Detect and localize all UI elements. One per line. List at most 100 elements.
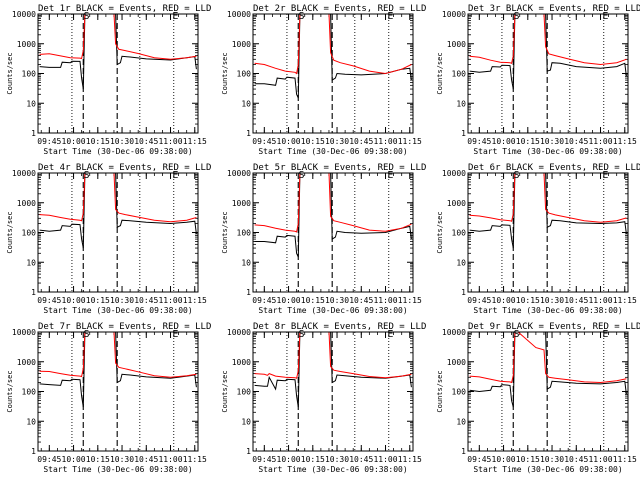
y-tick-label: 10000	[227, 10, 251, 19]
x-tick-label: 10:45	[564, 296, 588, 305]
marker-s: S	[83, 329, 89, 340]
x-tick-label: 11:15	[398, 455, 422, 464]
y-tick-label: 10	[26, 417, 36, 426]
marker-s: S	[83, 11, 89, 22]
y-axis-label: Counts/sec	[6, 52, 14, 94]
x-tick-label: 09:45	[467, 296, 491, 305]
y-tick-label: 1	[246, 288, 251, 297]
events-series-line	[469, 173, 627, 249]
panel-title: Det 1r BLACK = Events, RED = LLD	[38, 4, 211, 14]
x-tick-label: 11:15	[183, 296, 207, 305]
x-tick-label: 11:00	[158, 455, 182, 464]
y-tick-label: 1	[246, 447, 251, 456]
y-tick-label: 100	[237, 70, 252, 79]
y-tick-label: 10	[456, 417, 466, 426]
x-tick-label: 10:45	[134, 455, 158, 464]
y-tick-label: 1	[461, 447, 466, 456]
y-tick-label: 1000	[232, 358, 251, 367]
plot-frame	[252, 331, 414, 452]
plot-frame	[467, 13, 629, 134]
x-tick-label: 11:00	[158, 137, 182, 146]
x-tick-label: 10:45	[134, 137, 158, 146]
x-tick-label: 10:30	[325, 455, 349, 464]
events-series-line	[469, 14, 627, 90]
x-tick-label: 11:00	[373, 455, 397, 464]
x-tick-label: 11:00	[373, 137, 397, 146]
marker-e: E	[172, 329, 178, 340]
y-tick-label: 10000	[12, 10, 36, 19]
panel-title: Det 8r BLACK = Events, RED = LLD	[253, 322, 426, 332]
x-tick-label: 11:15	[398, 296, 422, 305]
panel-det-2: Det 2r BLACK = Events, RED = LLD 1 10 100 10…	[221, 4, 426, 156]
panel-det-8: Det 8r BLACK = Events, RED = LLD 1 10 100 10…	[221, 322, 426, 474]
marker-e: E	[602, 170, 608, 181]
marker-e: E	[172, 170, 178, 181]
x-tick-label: 09:45	[37, 296, 61, 305]
events-series-line	[39, 332, 197, 408]
x-tick-label: 11:00	[373, 296, 397, 305]
y-tick-label: 1	[461, 288, 466, 297]
marker-e: E	[387, 11, 393, 22]
plot-frame	[252, 172, 414, 293]
marker-s: S	[298, 11, 304, 22]
x-tick-label: 10:00	[277, 137, 301, 146]
x-tick-label: 10:30	[110, 137, 134, 146]
y-axis-label: Counts/sec	[221, 52, 229, 94]
x-tick-label: 11:15	[613, 296, 637, 305]
x-tick-label: 10:45	[349, 137, 373, 146]
x-axis-label: Start Time (30-Dec-06 09:38:00)	[43, 465, 192, 474]
x-axis-label: Start Time (30-Dec-06 09:38:00)	[473, 306, 622, 315]
x-tick-label: 09:45	[37, 455, 61, 464]
y-axis-label: Counts/sec	[6, 211, 14, 253]
y-tick-label: 1	[31, 447, 36, 456]
lld-series-line	[469, 332, 627, 384]
events-series-line	[254, 14, 412, 99]
y-tick-label: 100	[22, 388, 37, 397]
x-tick-label: 10:15	[516, 137, 540, 146]
panel-title: Det 4r BLACK = Events, RED = LLD	[38, 163, 211, 173]
marker-s: S	[83, 170, 89, 181]
y-tick-label: 100	[452, 388, 467, 397]
x-tick-label: 10:45	[564, 137, 588, 146]
x-tick-label: 09:45	[252, 296, 276, 305]
x-tick-label: 11:00	[588, 455, 612, 464]
lld-series-line	[39, 332, 197, 378]
x-tick-label: 09:45	[252, 137, 276, 146]
y-tick-label: 10000	[442, 328, 466, 337]
lld-series-line	[469, 173, 627, 223]
marker-e: E	[602, 11, 608, 22]
y-tick-label: 10	[241, 417, 251, 426]
panel-det-5: Det 5r BLACK = Events, RED = LLD 1 10 100 10…	[221, 163, 426, 315]
x-axis-label: Start Time (30-Dec-06 09:38:00)	[43, 306, 192, 315]
events-series-line	[469, 332, 627, 408]
x-tick-label: 10:15	[301, 455, 325, 464]
plot-frame	[37, 13, 199, 134]
x-tick-label: 10:45	[349, 455, 373, 464]
marker-s: S	[513, 329, 519, 340]
y-axis-label: Counts/sec	[436, 52, 444, 94]
marker-s: S	[513, 170, 519, 181]
x-tick-label: 10:45	[349, 296, 373, 305]
y-tick-label: 1000	[17, 358, 36, 367]
x-axis-label: Start Time (30-Dec-06 09:38:00)	[258, 147, 407, 156]
panel-title: Det 9r BLACK = Events, RED = LLD	[468, 322, 640, 332]
x-tick-label: 10:00	[492, 455, 516, 464]
panel-title: Det 5r BLACK = Events, RED = LLD	[253, 163, 426, 173]
x-axis-label: Start Time (30-Dec-06 09:38:00)	[43, 147, 192, 156]
x-tick-label: 10:15	[516, 455, 540, 464]
y-tick-label: 100	[22, 70, 37, 79]
y-tick-label: 10000	[12, 169, 36, 178]
panel-title: Det 3r BLACK = Events, RED = LLD	[468, 4, 640, 14]
y-axis-label: Counts/sec	[436, 370, 444, 412]
plot-frame	[467, 172, 629, 293]
panel-det-9: Det 9r BLACK = Events, RED = LLD 1 10 100 10…	[436, 322, 640, 474]
events-series-line	[254, 332, 412, 408]
x-axis-label: Start Time (30-Dec-06 09:38:00)	[258, 465, 407, 474]
y-tick-label: 1	[31, 288, 36, 297]
events-series-line	[254, 173, 412, 258]
x-axis-label: Start Time (30-Dec-06 09:38:00)	[258, 306, 407, 315]
y-tick-label: 1	[246, 129, 251, 138]
lld-series-line	[254, 14, 412, 75]
x-tick-label: 10:00	[492, 137, 516, 146]
y-tick-label: 100	[22, 229, 37, 238]
